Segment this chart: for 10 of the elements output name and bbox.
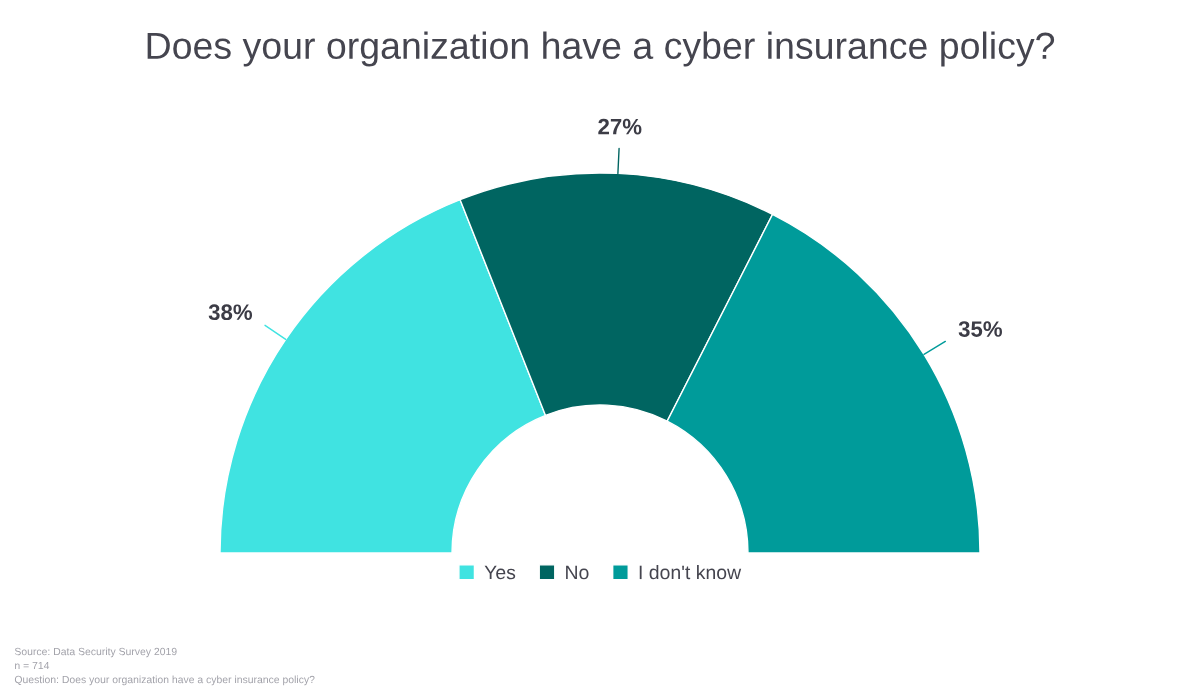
data-label: 38% bbox=[208, 304, 253, 321]
data-label: 35% bbox=[958, 321, 1002, 337]
chart-title: Does your organization have a cyber insurance policy? bbox=[147, 31, 1055, 67]
source-note: Source: Data Security Survey 2019 bbox=[14, 647, 177, 658]
data-label: 27% bbox=[598, 118, 642, 135]
text: Question: Does your organization have a cyber insurance policy? bbox=[14, 675, 315, 686]
legend-label: I don't know bbox=[639, 564, 742, 580]
legend-label: Yes bbox=[484, 565, 516, 580]
legend-label: No bbox=[566, 565, 589, 580]
text: n = 714 bbox=[15, 661, 50, 670]
